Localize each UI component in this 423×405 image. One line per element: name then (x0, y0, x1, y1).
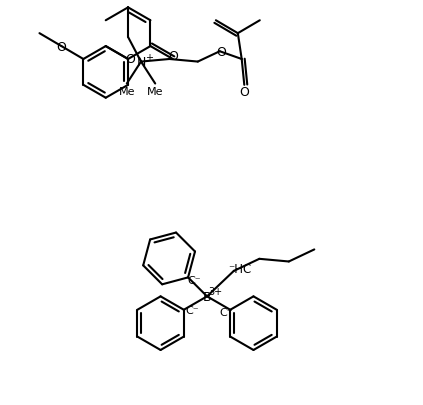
Text: ⁻HC: ⁻HC (228, 263, 251, 276)
Text: C⁻: C⁻ (185, 305, 198, 315)
Text: 3+: 3+ (208, 287, 222, 296)
Text: +: + (145, 53, 153, 62)
Text: O: O (125, 53, 135, 66)
Text: O: O (57, 40, 66, 53)
Text: Me: Me (147, 87, 163, 97)
Text: O: O (168, 49, 178, 62)
Text: C⁻: C⁻ (220, 307, 233, 317)
Text: N: N (136, 56, 146, 69)
Text: C⁻: C⁻ (187, 276, 201, 286)
Text: O: O (216, 46, 226, 59)
Text: Me: Me (118, 87, 135, 97)
Text: B: B (203, 290, 212, 303)
Text: O: O (239, 86, 249, 99)
